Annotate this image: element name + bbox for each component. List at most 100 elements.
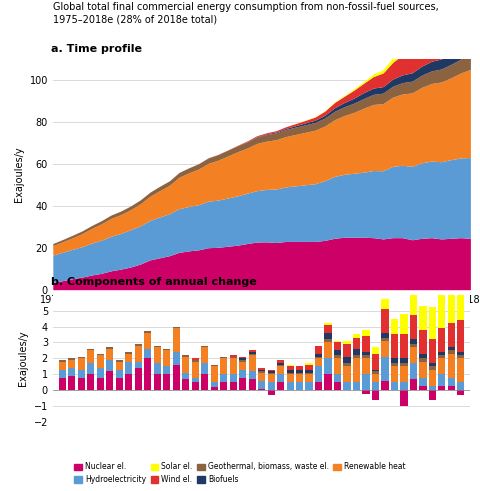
Bar: [68, 368, 75, 376]
Bar: [324, 333, 332, 339]
Bar: [382, 338, 388, 341]
Bar: [68, 360, 75, 368]
Bar: [296, 374, 303, 382]
Bar: [305, 382, 312, 390]
Bar: [287, 382, 294, 390]
Bar: [344, 344, 350, 357]
Bar: [420, 378, 427, 385]
Bar: [324, 339, 332, 343]
Bar: [287, 370, 294, 373]
Bar: [296, 382, 303, 390]
Bar: [220, 358, 227, 375]
Bar: [391, 382, 398, 390]
Bar: [400, 314, 408, 334]
Bar: [429, 307, 436, 339]
Text: b. Components of annual change: b. Components of annual change: [51, 277, 256, 287]
Bar: [334, 382, 341, 390]
Bar: [106, 347, 113, 349]
Bar: [220, 374, 227, 382]
Bar: [267, 390, 275, 395]
Bar: [258, 370, 265, 371]
Bar: [362, 375, 370, 390]
Bar: [372, 374, 379, 382]
Bar: [391, 366, 398, 382]
Bar: [400, 334, 408, 358]
Bar: [400, 390, 408, 407]
Bar: [362, 330, 370, 336]
Bar: [315, 357, 322, 358]
Bar: [59, 360, 66, 361]
Bar: [249, 352, 256, 354]
Bar: [211, 382, 218, 387]
Bar: [277, 382, 284, 390]
Bar: [296, 370, 303, 373]
Bar: [192, 382, 199, 390]
Bar: [382, 341, 388, 357]
Bar: [429, 370, 436, 385]
Bar: [192, 360, 199, 361]
Bar: [391, 319, 398, 334]
Bar: [229, 355, 237, 357]
Bar: [400, 358, 408, 363]
Bar: [438, 288, 445, 328]
Bar: [324, 324, 332, 325]
Bar: [420, 354, 427, 358]
Bar: [287, 374, 294, 382]
Bar: [353, 338, 360, 349]
Bar: [296, 373, 303, 375]
Bar: [344, 366, 350, 382]
Bar: [362, 336, 370, 352]
Bar: [382, 381, 388, 390]
Bar: [448, 385, 455, 390]
Bar: [315, 358, 322, 366]
Bar: [362, 355, 370, 358]
Bar: [229, 357, 237, 358]
Text: a. Time profile: a. Time profile: [51, 44, 142, 55]
Bar: [362, 352, 370, 355]
Bar: [448, 275, 455, 324]
Bar: [296, 366, 303, 370]
Bar: [135, 346, 142, 361]
Bar: [125, 361, 132, 375]
Bar: [192, 358, 199, 360]
Bar: [429, 390, 436, 400]
Bar: [287, 373, 294, 375]
Bar: [353, 382, 360, 390]
Bar: [59, 370, 66, 378]
Bar: [154, 375, 161, 390]
Bar: [116, 370, 123, 378]
Bar: [382, 333, 388, 338]
Bar: [429, 366, 436, 370]
Bar: [96, 354, 104, 355]
Bar: [457, 320, 465, 352]
Bar: [438, 328, 445, 352]
Bar: [334, 374, 341, 382]
Bar: [125, 375, 132, 390]
Bar: [324, 343, 332, 358]
Bar: [448, 347, 455, 351]
Bar: [362, 358, 370, 375]
Bar: [438, 352, 445, 355]
Bar: [201, 363, 208, 375]
Bar: [410, 344, 417, 347]
Bar: [258, 389, 265, 390]
Bar: [391, 334, 398, 358]
Bar: [391, 363, 398, 366]
Bar: [239, 370, 246, 378]
Bar: [239, 360, 246, 361]
Bar: [438, 385, 445, 390]
Bar: [239, 361, 246, 370]
Bar: [173, 327, 180, 328]
Bar: [163, 375, 170, 390]
Bar: [87, 351, 95, 363]
Bar: [163, 349, 170, 351]
Bar: [116, 360, 123, 361]
Bar: [372, 347, 379, 354]
Bar: [344, 382, 350, 390]
Bar: [173, 352, 180, 365]
Bar: [353, 358, 360, 382]
Bar: [410, 315, 417, 339]
Bar: [353, 349, 360, 355]
Bar: [211, 366, 218, 382]
Bar: [420, 358, 427, 361]
